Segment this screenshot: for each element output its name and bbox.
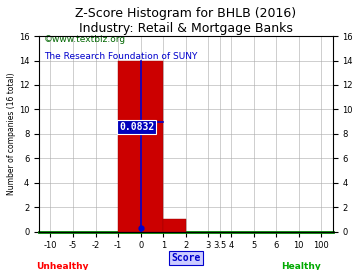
Text: ©www.textbiz.org: ©www.textbiz.org	[44, 35, 126, 44]
Text: 0.0832: 0.0832	[119, 122, 154, 132]
Y-axis label: Number of companies (16 total): Number of companies (16 total)	[7, 73, 16, 195]
X-axis label: Score: Score	[171, 253, 201, 263]
Title: Z-Score Histogram for BHLB (2016)
Industry: Retail & Mortgage Banks: Z-Score Histogram for BHLB (2016) Indust…	[75, 7, 296, 35]
Bar	[163, 219, 186, 232]
Text: Healthy: Healthy	[281, 262, 320, 270]
Text: The Research Foundation of SUNY: The Research Foundation of SUNY	[44, 52, 197, 61]
Bar	[118, 60, 163, 232]
Text: Unhealthy: Unhealthy	[36, 262, 89, 270]
